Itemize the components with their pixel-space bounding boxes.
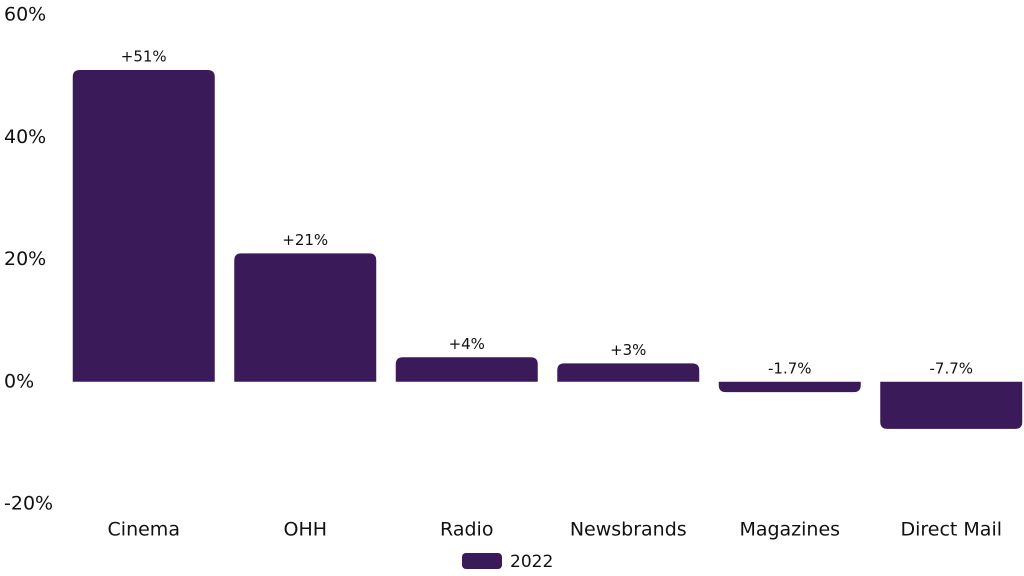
x-tick-label: Newsbrands bbox=[570, 519, 687, 541]
x-tick-label: Radio bbox=[440, 519, 493, 541]
x-tick-label: Direct Mail bbox=[900, 519, 1002, 541]
y-tick-label: 0% bbox=[4, 370, 34, 392]
bar bbox=[234, 253, 377, 382]
bar bbox=[557, 363, 700, 382]
bar bbox=[718, 381, 861, 393]
y-tick-label: -20% bbox=[4, 493, 53, 515]
bar bbox=[395, 357, 538, 382]
legend-label: 2022 bbox=[510, 552, 553, 572]
x-tick-label: OHH bbox=[283, 519, 327, 541]
legend-swatch bbox=[462, 553, 502, 569]
value-label: -7.7% bbox=[929, 359, 973, 377]
value-label: +21% bbox=[282, 231, 328, 249]
bar bbox=[72, 70, 215, 382]
value-label: +3% bbox=[610, 341, 646, 359]
y-tick-label: 20% bbox=[4, 248, 46, 270]
y-tick-label: 40% bbox=[4, 126, 46, 148]
value-label: +4% bbox=[449, 335, 485, 353]
x-tick-label: Cinema bbox=[108, 519, 180, 541]
bar bbox=[880, 381, 1023, 429]
value-label: -1.7% bbox=[768, 359, 812, 377]
x-tick-label: Magazines bbox=[739, 519, 840, 541]
value-label: +51% bbox=[121, 48, 167, 66]
y-tick-label: 60% bbox=[4, 4, 46, 26]
